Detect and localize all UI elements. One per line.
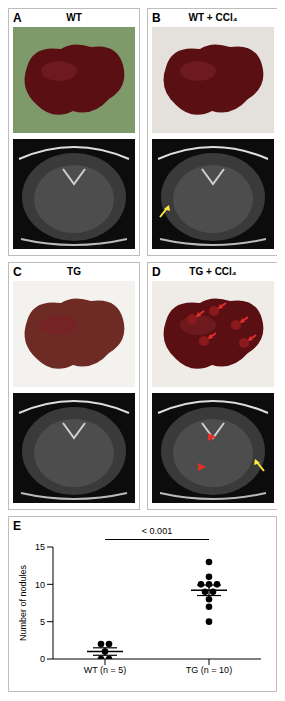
html-text:B: B <box>152 11 161 25</box>
svg-text:TG (n = 10): TG (n = 10) <box>186 665 232 675</box>
html-text:C: C <box>13 265 22 279</box>
html-text:< 0.001: < 0.001 <box>141 526 173 536</box>
html-text:WT: WT <box>66 12 82 23</box>
svg-text:WT (n = 5): WT (n = 5) <box>84 665 127 675</box>
html-text:TG: TG <box>67 266 81 277</box>
svg-text:10: 10 <box>35 580 45 590</box>
html-text:WT + CCl₄: WT + CCl₄ <box>188 12 238 23</box>
html-text:TG + CCl₄: TG + CCl₄ <box>189 266 237 277</box>
svg-text:5: 5 <box>40 617 45 627</box>
html-text:A: A <box>13 11 22 25</box>
svg-text:0: 0 <box>40 654 45 664</box>
html-text:D: D <box>152 265 161 279</box>
svg-text:Number of nodules: Number of nodules <box>18 564 28 641</box>
html-text:E: E <box>13 519 21 533</box>
svg-text:15: 15 <box>35 542 45 552</box>
